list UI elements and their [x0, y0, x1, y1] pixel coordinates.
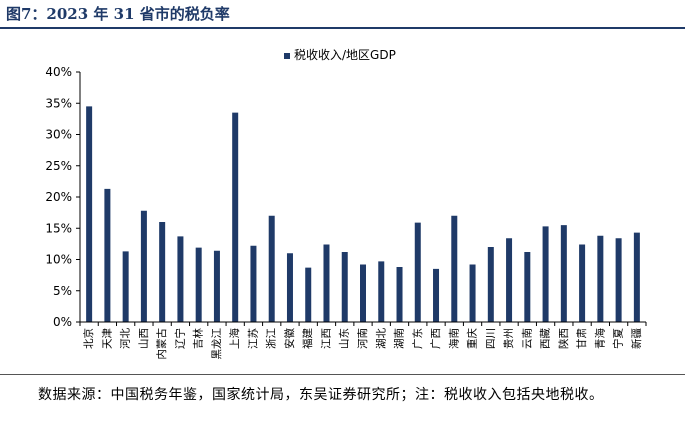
bar	[177, 236, 184, 323]
x-tick-label: 北京	[82, 328, 95, 349]
bar	[396, 267, 403, 322]
x-tick-label: 上海	[228, 328, 241, 349]
bar	[378, 261, 385, 323]
x-tick-label: 西藏	[540, 328, 552, 349]
bar	[305, 267, 312, 323]
x-tick-label: 广东	[411, 328, 424, 349]
bar	[633, 232, 640, 323]
x-tick-label: 辽宁	[173, 328, 186, 349]
y-tick-label: 35%	[45, 96, 72, 110]
x-tick-label: 湖南	[393, 328, 406, 349]
bar	[86, 106, 93, 323]
x-tick-label: 重庆	[466, 328, 479, 349]
x-tick-label: 黑龙江	[210, 328, 223, 360]
y-tick-label: 40%	[45, 65, 72, 79]
x-tick-label: 甘肃	[575, 328, 588, 349]
y-tick-label: 0%	[53, 315, 72, 329]
bar	[560, 225, 567, 323]
legend-label: 税收收入/地区GDP	[294, 48, 396, 62]
bar	[360, 264, 366, 322]
x-tick-label: 山西	[138, 328, 150, 349]
x-tick-label: 内蒙古	[155, 328, 168, 360]
y-tick-label: 15%	[45, 221, 72, 235]
bar	[414, 222, 421, 323]
bar	[524, 252, 531, 322]
bar	[433, 268, 440, 323]
x-tick-label: 福建	[301, 328, 314, 349]
bars	[86, 106, 640, 323]
y-tick-label: 20%	[45, 190, 72, 204]
bar	[140, 210, 147, 322]
x-tick-label: 青海	[593, 328, 606, 349]
x-tick-label: 吉林	[192, 328, 205, 349]
y-tick-label: 25%	[45, 159, 72, 173]
bar	[104, 188, 111, 323]
bar	[487, 247, 494, 322]
x-tick-label: 天津	[101, 328, 113, 349]
bar	[268, 215, 275, 322]
bar-chart: 税收收入/地区GDP 0% 5% 10% 15% 20% 25% 30% 35% 40% 北京天…	[45, 48, 647, 360]
x-tick-label: 宁夏	[612, 328, 625, 349]
y-axis: 0% 5% 10% 15% 20% 25% 30% 35% 40%	[45, 65, 81, 329]
x-tick-label: 江苏	[246, 328, 259, 349]
x-tick-label: 河南	[356, 328, 369, 349]
bar	[579, 244, 586, 322]
bar	[597, 235, 604, 322]
x-tick-label: 河北	[120, 328, 132, 349]
bar	[341, 252, 348, 322]
bar	[232, 112, 239, 323]
bar	[469, 264, 476, 322]
bar	[195, 247, 202, 323]
y-tick-label: 30%	[45, 128, 72, 142]
x-tick-label: 广西	[430, 328, 442, 349]
x-axis: 北京 天津 河北 山西 内蒙古 辽宁 吉林 黑龙江 上海 江苏 浙江 安徽 福建 江西 山东 河南 湖北 湖南 广东…	[79, 321, 647, 360]
figure-title: 图7：2023 年 31 省市的税负率	[6, 5, 230, 23]
legend-swatch	[284, 53, 290, 59]
x-tick-label: 海南	[447, 328, 460, 349]
source-note: 数据来源：中国税务年鉴，国家统计局，东吴证券研究所；注：税收收入包括央地税收。	[38, 387, 604, 403]
x-tick-label: 江西	[320, 328, 332, 349]
x-tick-label: 四川	[485, 328, 497, 349]
x-tick-label: 安徽	[283, 328, 296, 349]
legend: 税收收入/地区GDP	[284, 48, 396, 62]
x-tick-label: 浙江	[266, 328, 278, 349]
bar	[122, 251, 129, 323]
bar	[542, 226, 549, 323]
bar	[323, 244, 330, 322]
bar	[250, 245, 257, 322]
bar	[286, 253, 293, 322]
y-tick-label: 5%	[53, 284, 72, 298]
bar	[615, 238, 622, 322]
x-tick-label: 云南	[520, 328, 533, 349]
bar	[451, 215, 458, 322]
bar	[159, 222, 166, 322]
title-rule	[0, 27, 685, 29]
source-rule	[0, 374, 685, 375]
bar	[506, 238, 513, 322]
x-tick-label: 湖北	[375, 328, 387, 349]
x-tick-label: 新疆	[630, 328, 643, 349]
x-tick-label: 陕西	[557, 328, 570, 349]
x-tick-label: 山东	[338, 328, 351, 349]
x-tick-label: 贵州	[502, 328, 515, 349]
bar	[213, 250, 220, 322]
y-tick-label: 10%	[45, 253, 72, 267]
